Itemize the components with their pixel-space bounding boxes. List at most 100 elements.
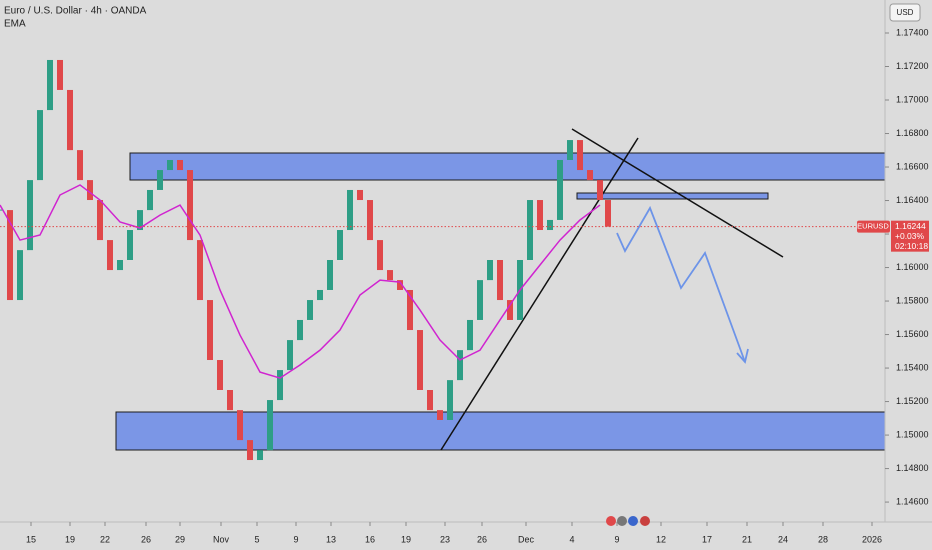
x-tick-label: Dec	[518, 534, 535, 544]
candle	[147, 189, 153, 211]
candle	[437, 410, 443, 420]
x-tick-label: 12	[656, 534, 666, 544]
candle	[167, 159, 173, 171]
x-tick-label: 9	[293, 534, 298, 544]
candle	[67, 89, 73, 151]
price-tag	[891, 220, 929, 252]
candle	[187, 170, 193, 241]
y-tick-label: 1.16600	[896, 161, 929, 171]
candle	[467, 319, 473, 351]
candle	[237, 410, 243, 441]
event-icon[interactable]	[617, 516, 627, 526]
y-tick-label: 1.14800	[896, 463, 929, 473]
y-tick-label: 1.14600	[896, 496, 929, 506]
candle	[527, 200, 533, 260]
candle	[247, 440, 253, 461]
x-tick-label: 2026	[862, 534, 882, 544]
resistance-zone	[129, 152, 886, 181]
candle	[507, 300, 513, 320]
x-tick-label: 28	[818, 534, 828, 544]
candle	[267, 400, 273, 451]
x-tick-label: 26	[141, 534, 151, 544]
currency-button[interactable]	[889, 3, 921, 22]
candle	[297, 319, 303, 341]
symbol-tag-label: EURUSD	[857, 222, 889, 231]
indicator-label: EMA	[4, 19, 26, 30]
candle	[307, 300, 313, 320]
candle	[367, 200, 373, 241]
candle	[417, 330, 423, 390]
y-tick-label: 1.17200	[896, 61, 929, 71]
candle	[337, 230, 343, 260]
x-tick-label: 29	[175, 534, 185, 544]
candle	[387, 270, 393, 281]
candle	[47, 59, 53, 111]
event-icon[interactable]	[640, 516, 650, 526]
candle	[87, 180, 93, 201]
candle	[27, 180, 33, 251]
candle	[7, 210, 13, 301]
candle	[177, 159, 183, 171]
candle	[605, 200, 611, 227]
projection-arrowhead	[736, 348, 749, 364]
candle	[257, 450, 263, 461]
y-tick-label: 1.16800	[896, 128, 929, 138]
candle	[347, 189, 353, 231]
small-zone	[576, 192, 769, 200]
candle	[427, 390, 433, 411]
candle	[17, 250, 23, 301]
candle	[567, 140, 573, 160]
y-tick-label: 1.15400	[896, 362, 929, 372]
candle	[557, 159, 563, 220]
x-tick-label: 24	[778, 534, 788, 544]
y-tick-label: 1.17000	[896, 94, 929, 104]
candle	[537, 200, 543, 231]
x-tick-label: 13	[326, 534, 336, 544]
x-tick-label: 4	[569, 534, 574, 544]
candle	[477, 280, 483, 320]
y-tick-label: 1.16000	[896, 262, 929, 272]
x-tick-label: 23	[440, 534, 450, 544]
event-icon[interactable]	[606, 516, 616, 526]
x-tick-label: 22	[100, 534, 110, 544]
candle	[497, 260, 503, 301]
x-tick-label: 17	[702, 534, 712, 544]
x-tick-label: Nov	[213, 534, 230, 544]
trendline-down	[571, 128, 784, 258]
y-tick-label: 1.15200	[896, 396, 929, 406]
candle	[447, 380, 453, 420]
symbol-tag	[857, 220, 890, 233]
x-tick-label: 19	[65, 534, 75, 544]
y-tick-label: 1.17400	[896, 27, 929, 37]
candle	[127, 230, 133, 260]
candle	[207, 300, 213, 361]
currency-label: USD	[897, 8, 914, 17]
x-tick-label: 15	[26, 534, 36, 544]
x-tick-label: 19	[401, 534, 411, 544]
price-tag-label: 1.16244	[895, 221, 926, 231]
y-tick-label: 1.15800	[896, 295, 929, 305]
candle	[587, 170, 593, 181]
candle	[287, 340, 293, 371]
candle	[137, 210, 143, 231]
candle	[277, 370, 283, 401]
candle	[77, 150, 83, 181]
x-tick-label: 26	[477, 534, 487, 544]
x-tick-label: 16	[365, 534, 375, 544]
drawings	[115, 128, 886, 451]
change-label: +0.03%	[895, 231, 925, 241]
x-tick-label: 5	[254, 534, 259, 544]
candle	[597, 180, 603, 201]
candle	[357, 189, 363, 201]
trendline-up	[440, 137, 639, 451]
event-icon[interactable]	[628, 516, 638, 526]
candle	[107, 240, 113, 271]
candle	[397, 280, 403, 290]
y-tick-label: 1.16400	[896, 195, 929, 205]
candle	[157, 170, 163, 190]
data-layer	[0, 59, 611, 461]
candle	[97, 200, 103, 241]
